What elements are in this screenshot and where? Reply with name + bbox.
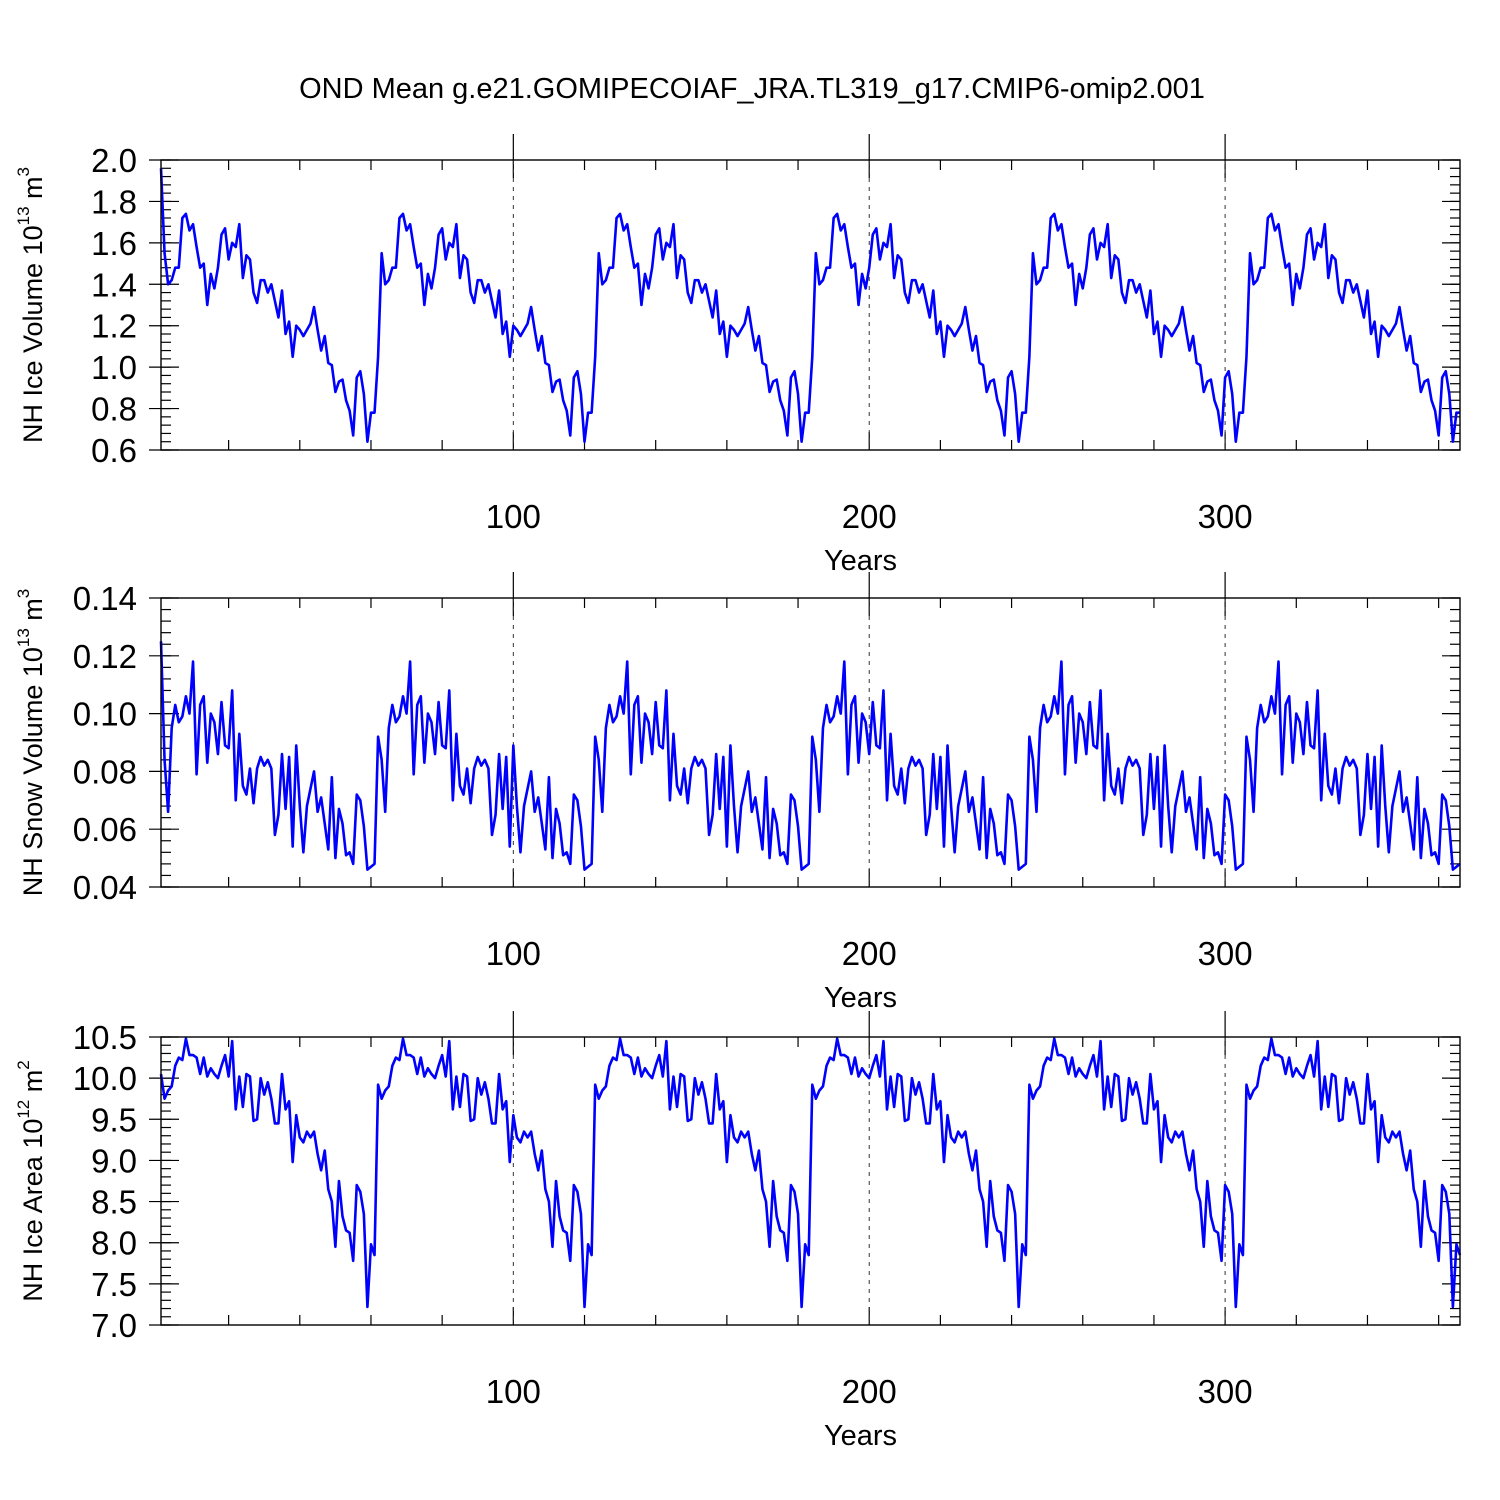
y-axis-label: NH Ice Area 1012 m2	[14, 1060, 48, 1301]
y-tick-labels: 7.0 7.5 8.0 8.5 9.0 9.5 10.0 10.5	[73, 1019, 137, 1344]
y-tick-labels: 0.6 0.8 1.0 1.2 1.4 1.6 1.8 2.0	[91, 142, 137, 469]
y-tick-labels: 0.04 0.06 0.08 0.10 0.12 0.14	[73, 580, 137, 906]
x-axis-label: Years	[824, 982, 897, 1014]
y-tick-label: 0.14	[73, 580, 137, 617]
y-tick-label: 9.5	[91, 1101, 137, 1138]
x-tick-label: 100	[486, 498, 541, 535]
y-tick-label: 0.12	[73, 638, 137, 675]
y-tick-label: 1.6	[91, 225, 137, 262]
series-line-snow-volume	[159, 641, 1461, 871]
y-tick-label: 8.0	[91, 1225, 137, 1262]
y-tick-label: 0.06	[73, 811, 137, 848]
y-tick-label: 2.0	[91, 142, 137, 179]
y-axis-label: NH Snow Volume 1013 m3	[14, 589, 48, 897]
y-tick-label: 8.5	[91, 1184, 137, 1221]
series-line-ice-volume	[159, 168, 1460, 444]
plot-frame	[160, 159, 1461, 451]
x-tick-labels: 100 200 300	[486, 498, 1253, 535]
panel-ice-volume: 0.6 0.8 1.0 1.2 1.4 1.6 1.8 2.0 100 200 300 Years…	[14, 134, 1461, 577]
y-tick-label: 0.8	[91, 391, 137, 428]
y-tick-label: 0.6	[91, 432, 137, 469]
x-tick-label: 100	[486, 935, 541, 972]
x-tick-label: 200	[842, 1373, 897, 1410]
y-tick-label: 7.5	[91, 1266, 137, 1303]
y-tick-label: 7.0	[91, 1307, 137, 1344]
y-axis-label: NH Ice Volume 1013 m3	[14, 167, 48, 443]
chart-title: OND Mean g.e21.GOMIPECOIAF_JRA.TL319_g17…	[299, 73, 1205, 105]
series-line-ice-area	[159, 1037, 1462, 1309]
x-tick-labels: 100 200 300	[486, 935, 1253, 972]
y-tick-label: 10.5	[73, 1019, 137, 1056]
y-tick-label: 1.4	[91, 266, 137, 303]
grid-lines	[512, 1037, 1226, 1325]
panel-snow-volume: 0.04 0.06 0.08 0.10 0.12 0.14 100 200 300 Years…	[14, 572, 1461, 1014]
y-tick-label: 0.08	[73, 753, 137, 790]
y-tick-label: 1.2	[91, 308, 137, 345]
y-tick-label: 1.0	[91, 349, 137, 386]
plot-frame	[160, 1036, 1461, 1326]
y-tick-label: 9.0	[91, 1142, 137, 1179]
y-tick-label: 0.10	[73, 696, 137, 733]
y-tick-label: 10.0	[73, 1060, 137, 1097]
x-tick-labels: 100 200 300	[486, 1373, 1253, 1410]
panel-ice-area: 7.0 7.5 8.0 8.5 9.0 9.5 10.0 10.5 100 200 300 Yea…	[14, 1011, 1462, 1452]
x-tick-label: 300	[1198, 498, 1253, 535]
grid-lines	[512, 160, 1226, 450]
y-tick-label: 1.8	[91, 183, 137, 220]
x-tick-label: 300	[1198, 935, 1253, 972]
x-axis-label: Years	[824, 1420, 897, 1452]
major-ticks	[149, 572, 1460, 888]
x-tick-label: 200	[842, 498, 897, 535]
x-tick-label: 200	[842, 935, 897, 972]
x-tick-label: 100	[486, 1373, 541, 1410]
plot-frame	[160, 597, 1461, 888]
x-axis-label: Years	[824, 545, 897, 577]
y-tick-label: 0.04	[73, 869, 137, 906]
x-tick-label: 300	[1198, 1373, 1253, 1410]
